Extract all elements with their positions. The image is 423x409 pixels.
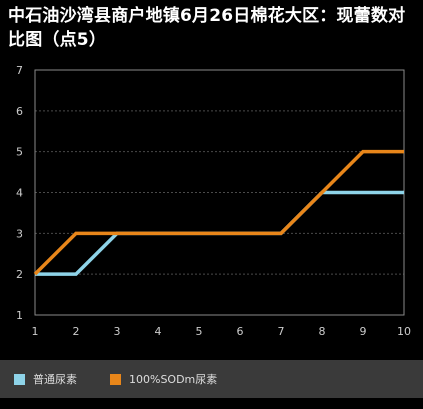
y-tick-label: 6 [16, 105, 23, 118]
chart-title: 中石油沙湾县商户地镇6月26日棉花大区：现蕾数对比图（点5） [8, 6, 406, 50]
legend-item-series-2: 100%SODm尿素 [110, 372, 217, 386]
x-tick-label: 1 [32, 325, 39, 338]
x-tick-label: 2 [73, 325, 80, 338]
legend-label-series-2: 100%SODm尿素 [129, 373, 218, 386]
y-tick-label: 7 [16, 64, 23, 77]
x-tick-label: 5 [196, 325, 203, 338]
y-tick-label: 3 [16, 227, 23, 240]
y-tick-label: 5 [16, 146, 23, 159]
bottom-strip [0, 398, 423, 409]
axis-layer: 1 2 3 4 5 6 7 1 2 3 4 5 6 7 8 9 10 [16, 64, 411, 338]
series-layer [33, 149, 404, 276]
x-tick-label: 3 [114, 325, 121, 338]
y-tick-label: 2 [16, 268, 23, 281]
legend-label-series-1: 普通尿素 [33, 373, 77, 386]
x-tick-label: 6 [237, 325, 244, 338]
legend-item-series-1: 普通尿素 [14, 372, 77, 386]
legend: 普通尿素 100%SODm尿素 [0, 360, 423, 398]
legend-swatch-series-1 [14, 373, 25, 385]
y-tick-label: 1 [16, 309, 23, 322]
x-tick-label: 9 [360, 325, 367, 338]
x-tick-label: 8 [319, 325, 326, 338]
series-line-2 [33, 149, 404, 276]
x-tick-label: 10 [397, 325, 411, 338]
x-tick-label: 4 [155, 325, 162, 338]
y-tick-label: 4 [16, 187, 23, 200]
x-tick-label: 7 [278, 325, 285, 338]
legend-swatch-series-2 [110, 373, 121, 385]
line-chart: 1 2 3 4 5 6 7 1 2 3 4 5 6 7 8 9 10 [16, 64, 411, 338]
